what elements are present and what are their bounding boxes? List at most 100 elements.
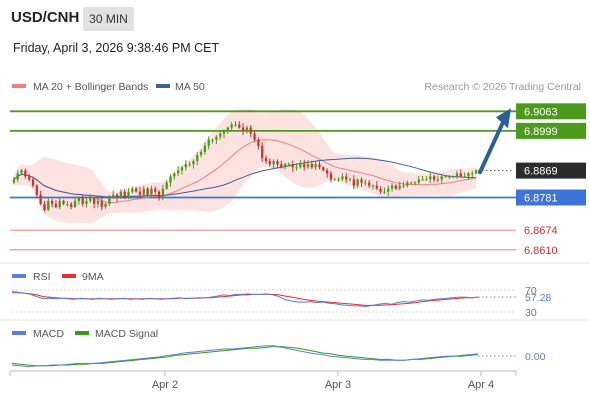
candle-body: [299, 164, 302, 168]
moving-averages: [13, 139, 477, 203]
candle-body: [211, 139, 214, 141]
candle-body: [226, 127, 229, 131]
candle-body: [230, 124, 233, 128]
candle-body: [410, 182, 413, 184]
candle-body: [100, 200, 103, 207]
candle-body: [12, 179, 16, 183]
candle-body: [276, 161, 279, 165]
candle-body: [253, 133, 256, 140]
candle-body: [245, 127, 249, 131]
macd-legend-label: MACD: [33, 328, 64, 340]
rsi-ma-legend-swatch: [62, 274, 76, 278]
candle-body: [222, 130, 226, 134]
candle-body: [249, 127, 252, 134]
level-label-text: 6.8674: [524, 225, 558, 237]
candle-body: [131, 188, 134, 192]
candle-body: [238, 124, 241, 128]
candle-body: [165, 182, 168, 189]
rsi-legend-swatch: [12, 274, 26, 278]
level-label-box: [516, 162, 586, 179]
candle-body: [112, 194, 115, 198]
candle-body: [50, 200, 54, 204]
level-label-text: 6.9063: [524, 106, 558, 118]
ma50-line: [13, 157, 477, 198]
candle-body: [268, 161, 271, 165]
candle-body: [43, 203, 46, 211]
rsi-legend-label: RSI: [33, 271, 51, 283]
candle-body: [318, 164, 321, 168]
candle-body: [432, 176, 436, 180]
level-label-text: 6.8869: [524, 166, 558, 178]
candle-body: [387, 188, 390, 192]
candle-body: [47, 200, 50, 211]
candle-body: [413, 182, 417, 184]
forecast-arrow-head: [496, 108, 511, 129]
candle-body: [364, 182, 367, 184]
candle-body: [142, 188, 145, 195]
candle-body: [115, 194, 119, 198]
rsi-ma-line: [12, 292, 479, 306]
candle-body: [257, 139, 260, 146]
candle-body: [169, 176, 172, 183]
candle-body: [287, 164, 291, 166]
candle-body: [337, 179, 340, 181]
candle-body: [196, 155, 199, 162]
candle-body: [325, 170, 329, 174]
macd-current-label: 0.00: [525, 351, 546, 363]
candle-body: [73, 200, 77, 207]
candle-body: [127, 191, 130, 198]
ma20-line: [13, 139, 477, 203]
bollinger-band-area: [13, 108, 477, 224]
candle-body: [138, 191, 142, 195]
candle-body: [333, 179, 336, 181]
level-label-box: [516, 103, 586, 120]
candle-body: [134, 188, 138, 192]
candle-body: [203, 145, 207, 152]
candles: [12, 121, 478, 212]
bollinger-band: [13, 108, 477, 224]
candle-body: [310, 164, 313, 168]
candle-body: [219, 133, 222, 137]
candle-body: [123, 191, 126, 198]
ma20-legend-swatch: [12, 84, 26, 88]
candle-body: [188, 164, 191, 166]
candle-body: [28, 176, 31, 180]
rsi-current-label: 57.28: [525, 292, 551, 304]
candle-body: [180, 167, 184, 171]
timestamp: Friday, April 3, 2026 9:38:46 PM CET: [13, 41, 220, 55]
timeframe-button[interactable]: 30 MIN: [83, 7, 134, 31]
candle-body: [264, 158, 268, 162]
candle-body: [367, 182, 371, 186]
rsi-line: [11, 291, 479, 308]
rsi-tick-label: 30: [525, 307, 537, 319]
candle-body: [119, 191, 123, 198]
candle-body: [371, 185, 375, 187]
candle-body: [62, 200, 65, 204]
ma20-legend-label: MA 20 + Bollinger Bands: [33, 81, 148, 93]
candle-body: [448, 176, 451, 178]
candle-body: [356, 179, 359, 186]
candle-body: [455, 173, 459, 177]
candle-body: [421, 179, 424, 181]
candle-body: [161, 188, 165, 198]
candle-body: [322, 167, 325, 171]
candle-body: [157, 191, 161, 198]
candle-body: [54, 203, 58, 207]
candle-body: [104, 203, 107, 207]
level-labels: 6.9063 6.8999 6.8869 6.8781 6.8674 6.8610: [516, 103, 586, 257]
candle-body: [92, 197, 96, 204]
rsi-ma-legend-label: 9MA: [82, 271, 104, 283]
x-axis: Apr 2 Apr 3 Apr 4: [9, 370, 517, 391]
candle-body: [303, 164, 306, 168]
candle-body: [280, 164, 283, 168]
candle-body: [81, 197, 84, 204]
candle-body: [215, 136, 218, 140]
level-label-box: [516, 122, 586, 139]
candle-body: [429, 176, 432, 180]
candle-body: [295, 167, 298, 169]
candle-body: [459, 173, 462, 177]
candle-body: [444, 176, 447, 178]
candle-body: [184, 164, 187, 168]
